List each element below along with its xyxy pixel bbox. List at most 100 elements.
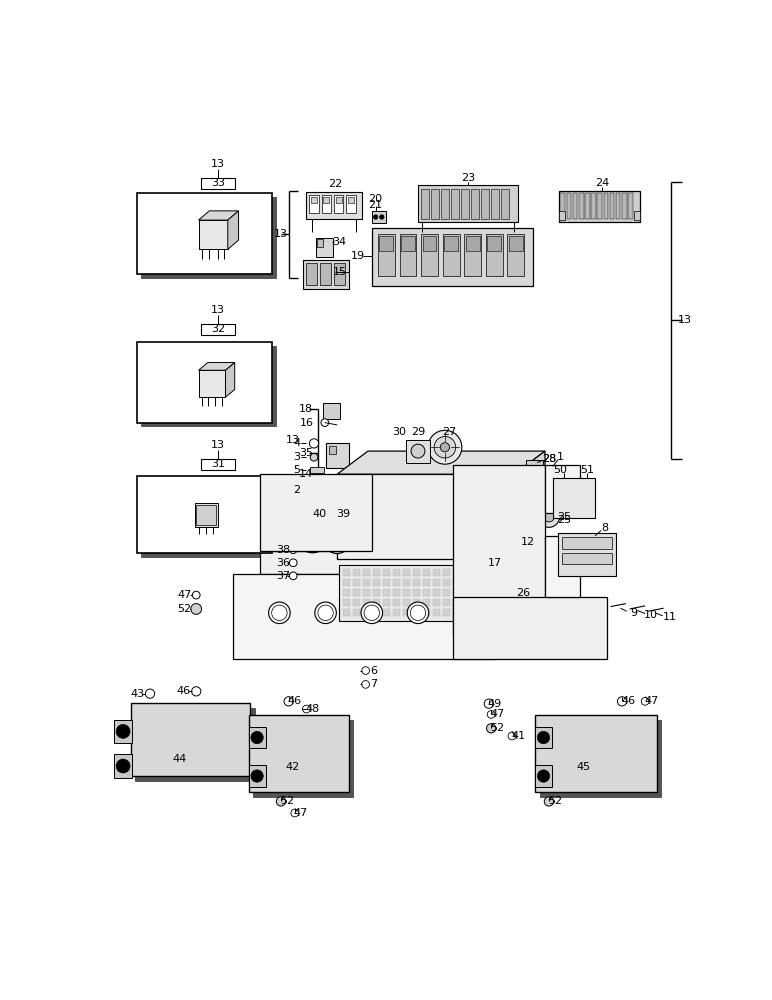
Text: 30: 30 xyxy=(391,427,406,437)
Text: 7: 7 xyxy=(371,679,378,689)
Text: 3: 3 xyxy=(293,452,300,462)
Bar xyxy=(201,178,235,189)
Text: 32: 32 xyxy=(211,324,225,334)
Text: 31: 31 xyxy=(211,459,225,469)
Circle shape xyxy=(306,480,322,496)
Bar xyxy=(559,191,640,222)
Text: 41: 41 xyxy=(511,731,525,741)
Circle shape xyxy=(290,572,297,580)
Bar xyxy=(610,193,615,219)
Polygon shape xyxy=(198,370,225,397)
Circle shape xyxy=(323,526,351,554)
Text: 12: 12 xyxy=(521,537,535,547)
Circle shape xyxy=(310,453,318,461)
Text: 13: 13 xyxy=(678,315,692,325)
Bar xyxy=(482,599,490,606)
Bar xyxy=(493,599,500,606)
Bar xyxy=(141,480,276,557)
Bar xyxy=(383,599,391,606)
Bar xyxy=(628,193,633,219)
Bar xyxy=(402,599,410,606)
Text: 47: 47 xyxy=(293,808,307,818)
Bar xyxy=(306,192,362,219)
Bar xyxy=(310,466,324,473)
Bar xyxy=(471,189,479,219)
Bar xyxy=(383,589,391,596)
Circle shape xyxy=(330,532,345,547)
Bar xyxy=(481,189,489,219)
Bar xyxy=(442,234,459,276)
Bar xyxy=(622,193,627,219)
Polygon shape xyxy=(233,574,495,659)
Bar xyxy=(616,193,621,219)
Bar xyxy=(491,189,499,219)
Bar xyxy=(493,609,500,616)
Text: 28: 28 xyxy=(542,454,556,464)
Bar xyxy=(323,197,330,203)
Bar xyxy=(558,533,616,576)
Circle shape xyxy=(544,797,554,806)
Text: 5: 5 xyxy=(293,465,300,475)
Circle shape xyxy=(410,605,425,620)
Text: 14: 14 xyxy=(300,469,313,479)
Bar xyxy=(137,476,272,553)
Polygon shape xyxy=(514,451,545,559)
Text: 33: 33 xyxy=(211,178,225,188)
Circle shape xyxy=(642,698,649,705)
Bar xyxy=(343,589,350,596)
Circle shape xyxy=(487,711,495,718)
Bar xyxy=(452,599,460,606)
Text: 39: 39 xyxy=(337,509,350,519)
Bar xyxy=(472,579,480,586)
Circle shape xyxy=(484,699,493,708)
Bar xyxy=(585,193,590,219)
Bar xyxy=(482,579,490,586)
Bar xyxy=(452,579,460,586)
Bar xyxy=(598,193,602,219)
Bar xyxy=(461,189,469,219)
Bar xyxy=(343,569,350,576)
Bar xyxy=(562,537,612,549)
Bar xyxy=(383,609,391,616)
Circle shape xyxy=(349,513,357,520)
Text: 11: 11 xyxy=(663,612,677,622)
Bar xyxy=(422,569,430,576)
Bar xyxy=(329,446,337,454)
Circle shape xyxy=(318,605,334,620)
Bar xyxy=(412,589,420,596)
Bar xyxy=(402,579,410,586)
Bar xyxy=(482,569,490,576)
Bar xyxy=(421,189,428,219)
Bar xyxy=(412,609,420,616)
Bar xyxy=(472,599,480,606)
Circle shape xyxy=(309,532,317,540)
Text: 8: 8 xyxy=(601,523,608,533)
Bar xyxy=(196,505,216,525)
Bar xyxy=(380,235,394,251)
Circle shape xyxy=(116,724,130,738)
Circle shape xyxy=(303,705,310,713)
Circle shape xyxy=(364,605,380,620)
Polygon shape xyxy=(337,474,514,559)
Bar xyxy=(334,195,344,213)
Bar xyxy=(462,599,470,606)
Polygon shape xyxy=(225,363,235,397)
Bar xyxy=(343,599,350,606)
Bar xyxy=(559,211,565,220)
Polygon shape xyxy=(545,536,580,597)
Bar xyxy=(336,197,342,203)
Text: 26: 26 xyxy=(516,588,530,598)
Bar xyxy=(421,234,438,276)
Bar xyxy=(373,609,381,616)
Bar xyxy=(327,443,350,468)
Bar xyxy=(353,579,361,586)
Bar xyxy=(401,235,415,251)
Polygon shape xyxy=(198,363,235,370)
Bar xyxy=(444,235,458,251)
Text: 13: 13 xyxy=(286,435,300,445)
Bar xyxy=(393,579,400,586)
Text: 21: 21 xyxy=(368,200,383,210)
Text: 13: 13 xyxy=(211,159,225,169)
Bar xyxy=(250,718,262,757)
Text: 46: 46 xyxy=(176,686,190,696)
